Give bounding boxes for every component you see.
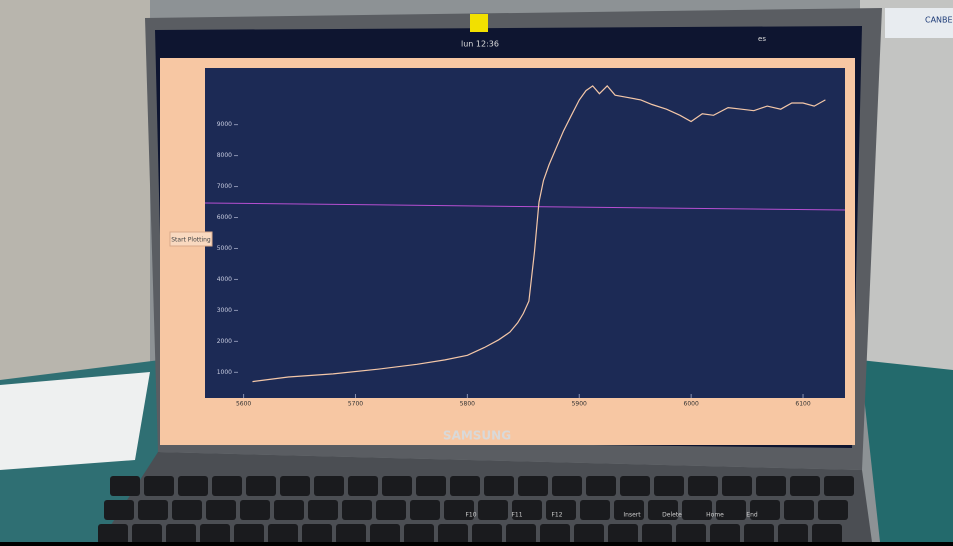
key bbox=[818, 500, 848, 520]
key bbox=[98, 524, 128, 542]
key bbox=[212, 476, 242, 496]
key bbox=[688, 476, 718, 496]
key bbox=[540, 524, 570, 542]
plot-area bbox=[205, 68, 845, 398]
key bbox=[314, 476, 344, 496]
key bbox=[450, 476, 480, 496]
y-tick-label: 2000 bbox=[217, 338, 232, 345]
key bbox=[246, 476, 276, 496]
key bbox=[574, 524, 604, 542]
camera-marker bbox=[470, 14, 488, 32]
key bbox=[478, 500, 508, 520]
key bbox=[552, 476, 582, 496]
key-label: F11 bbox=[511, 512, 522, 519]
key bbox=[200, 524, 230, 542]
key bbox=[144, 476, 174, 496]
key bbox=[608, 524, 638, 542]
key-label: F12 bbox=[551, 512, 562, 519]
key bbox=[586, 476, 616, 496]
key-label: Home bbox=[706, 512, 724, 519]
y-tick-label: 1000 bbox=[217, 369, 232, 376]
key bbox=[348, 476, 378, 496]
key bbox=[104, 500, 134, 520]
key bbox=[206, 500, 236, 520]
key bbox=[472, 524, 502, 542]
key bbox=[620, 476, 650, 496]
x-tick-label: 5600 bbox=[236, 401, 251, 408]
key bbox=[518, 476, 548, 496]
y-tick-label: 6000 bbox=[217, 214, 232, 221]
key bbox=[234, 524, 264, 542]
y-tick-label: 7000 bbox=[217, 183, 232, 190]
key bbox=[178, 476, 208, 496]
key bbox=[342, 500, 372, 520]
x-tick-label: 6000 bbox=[684, 401, 699, 408]
key bbox=[642, 524, 672, 542]
key bbox=[484, 476, 514, 496]
key bbox=[382, 476, 412, 496]
key bbox=[404, 524, 434, 542]
key bbox=[336, 524, 366, 542]
key-label: F10 bbox=[465, 512, 476, 519]
key bbox=[138, 500, 168, 520]
key bbox=[580, 500, 610, 520]
key bbox=[370, 524, 400, 542]
key bbox=[438, 524, 468, 542]
photo: CANBE Start Plotting lun 12:36 es SAMSUN… bbox=[0, 0, 953, 542]
key bbox=[506, 524, 536, 542]
key bbox=[302, 524, 332, 542]
key bbox=[132, 524, 162, 542]
key bbox=[308, 500, 338, 520]
key bbox=[790, 476, 820, 496]
key bbox=[410, 500, 440, 520]
paper bbox=[0, 372, 150, 470]
key bbox=[240, 500, 270, 520]
key bbox=[274, 500, 304, 520]
y-tick-label: 9000 bbox=[217, 121, 232, 128]
key-label: Insert bbox=[623, 512, 641, 519]
key bbox=[756, 476, 786, 496]
key-label: End bbox=[746, 512, 758, 519]
key bbox=[710, 524, 740, 542]
y-tick-label: 3000 bbox=[217, 307, 232, 314]
key bbox=[172, 500, 202, 520]
key bbox=[744, 524, 774, 542]
x-tick-label: 5800 bbox=[460, 401, 475, 408]
rack-left bbox=[0, 0, 150, 380]
layout-indicator: es bbox=[758, 35, 766, 43]
button-label[interactable]: Start Plotting bbox=[171, 237, 211, 244]
key bbox=[280, 476, 310, 496]
key bbox=[110, 476, 140, 496]
y-tick-label: 8000 bbox=[217, 152, 232, 159]
y-tick-label: 4000 bbox=[217, 276, 232, 283]
y-tick-label: 5000 bbox=[217, 245, 232, 252]
x-tick-label: 6100 bbox=[795, 401, 810, 408]
key bbox=[676, 524, 706, 542]
key bbox=[778, 524, 808, 542]
key bbox=[784, 500, 814, 520]
key bbox=[824, 476, 854, 496]
clock: lun 12:36 bbox=[461, 40, 499, 49]
key bbox=[812, 524, 842, 542]
key bbox=[166, 524, 196, 542]
x-tick-label: 5900 bbox=[572, 401, 587, 408]
key bbox=[416, 476, 446, 496]
key bbox=[376, 500, 406, 520]
key bbox=[654, 476, 684, 496]
key-label: Delete bbox=[662, 512, 682, 519]
brand: SAMSUNG bbox=[443, 429, 511, 443]
sticker: CANBE bbox=[925, 16, 953, 25]
key bbox=[722, 476, 752, 496]
x-tick-label: 5700 bbox=[348, 401, 363, 408]
key bbox=[268, 524, 298, 542]
